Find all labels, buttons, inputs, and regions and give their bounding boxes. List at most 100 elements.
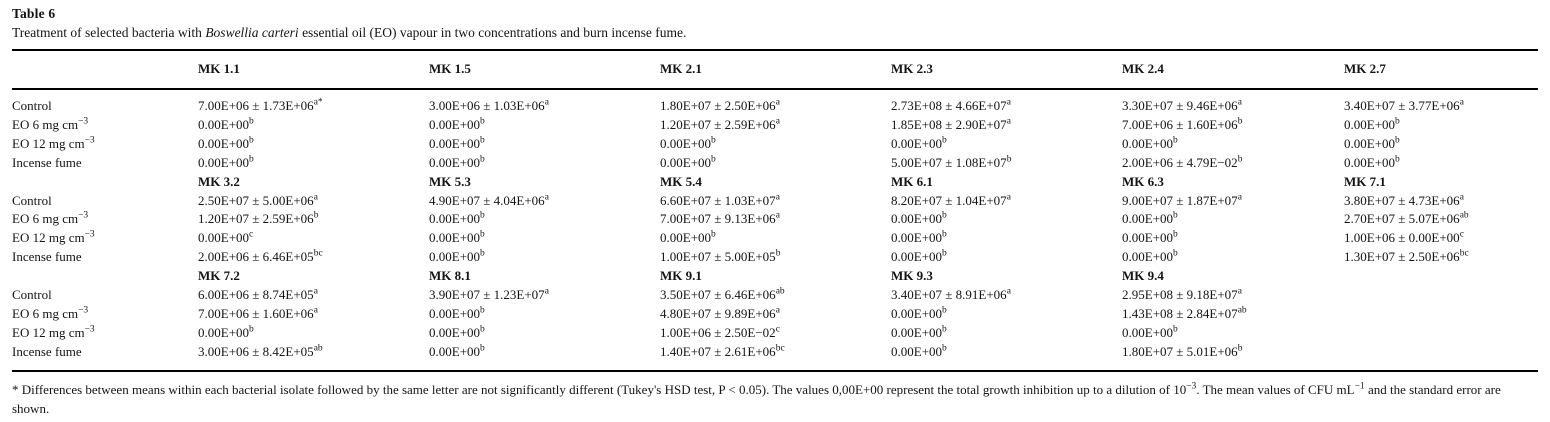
table-row: Incense fume 0.00E+00b 0.00E+00b 0.00E+00b 5… [12, 154, 1538, 173]
column-subheader: MK 3.2 [198, 173, 240, 189]
data-cell: 0.00E+00b [429, 324, 485, 340]
data-cell: 1.43E+08 ± 2.84E+07ab [1122, 305, 1247, 321]
data-cell: 7.00E+06 ± 1.60E+06a [198, 305, 318, 321]
data-cell: 0.00E+00b [1344, 135, 1400, 151]
column-header: MK 2.1 [660, 61, 702, 76]
data-cell: 5.00E+07 ± 1.08E+07b [891, 154, 1012, 170]
data-cell: 2.73E+08 ± 4.66E+07a [891, 97, 1011, 113]
data-cell: 0.00E+00b [429, 154, 485, 170]
data-cell: 0.00E+00b [429, 248, 485, 265]
row-label: EO 12 mg cm−3 [12, 135, 95, 151]
column-subheader: MK 7.1 [1344, 173, 1386, 189]
table-row: Incense fume 3.00E+06 ± 8.42E+05ab 0.00E+0… [12, 343, 1538, 371]
data-cell: 2.00E+06 ± 6.46E+05bc [198, 248, 323, 265]
data-cell [1344, 305, 1538, 324]
data-cell: 1.30E+07 ± 2.50E+06bc [1344, 248, 1469, 265]
data-cell: 1.80E+07 ± 5.01E+06b [1122, 343, 1243, 359]
table-row: EO 12 mg cm−3 0.00E+00b 0.00E+00b 0.00E+00b… [12, 135, 1538, 154]
data-cell: 6.60E+07 ± 1.03E+07a [660, 192, 780, 208]
data-cell: 0.00E+00b [891, 324, 947, 340]
data-cell: 0.00E+00b [429, 305, 485, 321]
table-row: EO 6 mg cm−3 1.20E+07 ± 2.59E+06b 0.00E+00… [12, 210, 1538, 229]
table-row: Control 2.50E+07 ± 5.00E+06a 4.90E+07 ± 4.… [12, 192, 1538, 211]
data-cell: 1.20E+07 ± 2.59E+06b [198, 211, 319, 227]
data-cell: 0.00E+00b [660, 154, 716, 170]
column-subheader: MK 8.1 [429, 268, 471, 284]
row-label: EO 12 mg cm−3 [12, 230, 95, 246]
caption-species-name: Boswellia carteri [205, 25, 299, 40]
data-cell [1344, 324, 1538, 343]
data-cell: 0.00E+00b [1344, 116, 1400, 132]
data-cell: 7.00E+07 ± 9.13E+06a [660, 211, 780, 227]
data-cell: 1.00E+06 ± 2.50E−02c [660, 324, 780, 340]
data-cell: 0.00E+00b [429, 211, 485, 227]
data-cell: 1.85E+08 ± 2.90E+07a [891, 116, 1011, 132]
data-cell: 0.00E+00b [891, 135, 947, 151]
data-cell: 0.00E+00b [891, 343, 947, 359]
data-cell: 4.80E+07 ± 9.89E+06a [660, 305, 780, 321]
row-label: EO 6 mg cm−3 [12, 116, 89, 132]
row-label: Control [12, 192, 52, 208]
data-cell: 0.00E+00b [1122, 248, 1178, 265]
column-subheader: MK 9.3 [891, 268, 933, 284]
data-cell: 0.00E+00b [660, 135, 716, 151]
column-header: MK 1.5 [429, 61, 471, 76]
column-subheader: MK 9.4 [1122, 268, 1164, 284]
row-label: Control [12, 98, 52, 113]
data-cell: 3.00E+06 ± 8.42E+05ab [198, 343, 323, 359]
data-cell: 0.00E+00b [660, 230, 716, 246]
data-cell: 0.00E+00b [198, 135, 254, 151]
column-header: MK 2.7 [1344, 61, 1386, 76]
column-header: MK 2.4 [1122, 61, 1164, 76]
data-cell: 0.00E+00b [1344, 154, 1400, 170]
data-cell: 8.20E+07 ± 1.04E+07a [891, 192, 1011, 208]
caption-text-suffix: essential oil (EO) vapour in two concent… [298, 25, 687, 40]
data-cell: 2.00E+06 ± 4.79E−02b [1122, 154, 1243, 170]
data-cell: 7.00E+06 ± 1.60E+06b [1122, 116, 1243, 132]
data-cell: 0.00E+00b [891, 211, 947, 227]
data-cell: 1.00E+06 ± 0.00E+00c [1344, 230, 1464, 246]
row-label: Incense fume [12, 343, 82, 359]
row-label: EO 12 mg cm−3 [12, 324, 95, 340]
data-cell: 0.00E+00b [429, 135, 485, 151]
column-subheader: MK 9.1 [660, 268, 702, 284]
column-subheader: MK 6.3 [1122, 173, 1164, 189]
footnote: * Differences between means within each … [12, 381, 1501, 417]
column-subheader: MK 5.3 [429, 173, 471, 189]
data-cell: 3.80E+07 ± 4.73E+06a [1344, 192, 1464, 208]
data-cell: 0.00E+00b [891, 230, 947, 246]
data-cell: 1.80E+07 ± 2.50E+06a [660, 97, 780, 113]
data-cell: 3.40E+07 ± 3.77E+06a [1344, 97, 1464, 113]
data-cell: 0.00E+00c [198, 230, 254, 246]
table-caption: Treatment of selected bacteria with Bosw… [12, 25, 1538, 41]
data-cell [1344, 286, 1538, 305]
data-cell: 3.30E+07 ± 9.46E+06a [1122, 97, 1242, 113]
data-cell: 0.00E+00b [429, 116, 485, 132]
table-row: Incense fume 2.00E+06 ± 6.46E+05bc 0.00E+0… [12, 248, 1538, 267]
table-row: EO 12 mg cm−3 0.00E+00c 0.00E+00b 0.00E+00b… [12, 229, 1538, 248]
data-cell: 6.00E+06 ± 8.74E+05a [198, 286, 318, 303]
data-cell: 0.00E+00b [429, 343, 485, 359]
data-cell [1344, 343, 1538, 371]
row-label: Incense fume [12, 154, 82, 170]
table-row: Control 6.00E+06 ± 8.74E+05a 3.90E+07 ± 1.… [12, 286, 1538, 305]
row-label: EO 6 mg cm−3 [12, 211, 89, 227]
table-row: Control 7.00E+06 ± 1.73E+06a* 3.00E+06 ± 1… [12, 89, 1538, 116]
data-cell: 1.40E+07 ± 2.61E+06bc [660, 343, 785, 359]
data-cell: 0.00E+00b [1122, 324, 1178, 340]
column-subheader: MK 7.2 [198, 268, 240, 284]
data-cell: 0.00E+00b [198, 116, 254, 132]
data-cell: 3.90E+07 ± 1.23E+07a [429, 286, 549, 303]
data-cell: 9.00E+07 ± 1.87E+07a [1122, 192, 1242, 208]
table-row: EO 6 mg cm−3 7.00E+06 ± 1.60E+06a 0.00E+00… [12, 305, 1538, 324]
data-table: MK 1.1 MK 1.5 MK 2.1 MK 2.3 MK 2.4 MK 2.7 Con… [12, 49, 1538, 372]
data-cell: 0.00E+00b [198, 324, 254, 340]
data-cell: 3.40E+07 ± 8.91E+06a [891, 286, 1011, 303]
data-cell: 0.00E+00b [891, 305, 947, 321]
column-subheader [1344, 267, 1538, 286]
data-cell: 2.70E+07 ± 5.07E+06ab [1344, 211, 1469, 227]
column-header: MK 2.3 [891, 61, 933, 76]
row-label: EO 6 mg cm−3 [12, 305, 89, 321]
data-cell: 0.00E+00b [1122, 211, 1178, 227]
